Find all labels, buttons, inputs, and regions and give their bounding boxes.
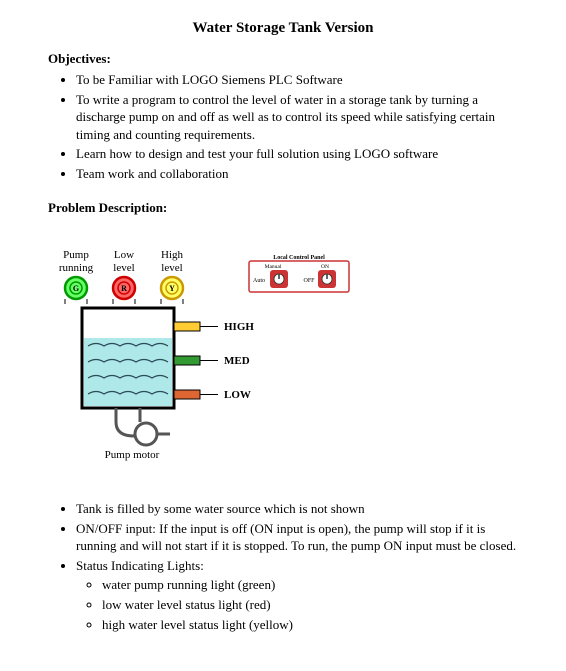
- svg-text:OFF: OFF: [303, 278, 315, 284]
- svg-text:Low: Low: [114, 249, 134, 261]
- problem-heading: Problem Description:: [48, 200, 518, 216]
- description-list: Tank is filled by some water source whic…: [48, 500, 518, 633]
- objective-item: Learn how to design and test your full s…: [76, 145, 518, 163]
- svg-text:HIGH: HIGH: [224, 321, 254, 333]
- svg-text:High: High: [161, 249, 184, 261]
- objective-item: Team work and collaboration: [76, 165, 518, 183]
- description-item: Tank is filled by some water source whic…: [76, 500, 518, 518]
- svg-text:Auto: Auto: [253, 278, 265, 284]
- description-subitem: water pump running light (green): [102, 576, 518, 594]
- description-item: Status Indicating Lights:water pump runn…: [76, 557, 518, 633]
- page-title: Water Storage Tank Version: [48, 20, 518, 37]
- description-item: ON/OFF input: If the input is off (ON in…: [76, 520, 518, 555]
- svg-text:LOW: LOW: [224, 389, 251, 401]
- svg-text:level: level: [113, 262, 134, 274]
- svg-text:level: level: [161, 262, 182, 274]
- description-subitem: low water level status light (red): [102, 596, 518, 614]
- svg-text:running: running: [59, 262, 94, 274]
- svg-text:Pump motor: Pump motor: [105, 449, 160, 461]
- tank-diagram: PumprunningGLowlevelRHighlevelYLocal Con…: [54, 246, 518, 470]
- svg-text:G: G: [73, 284, 79, 293]
- objectives-list: To be Familiar with LOGO Siemens PLC Sof…: [48, 71, 518, 182]
- objective-item: To write a program to control the level …: [76, 91, 518, 144]
- svg-text:MED: MED: [224, 355, 250, 367]
- objective-item: To be Familiar with LOGO Siemens PLC Sof…: [76, 71, 518, 89]
- objectives-heading: Objectives:: [48, 51, 518, 67]
- description-subitem: high water level status light (yellow): [102, 616, 518, 634]
- svg-text:R: R: [121, 284, 127, 293]
- svg-text:Local Control Panel: Local Control Panel: [273, 255, 325, 261]
- svg-text:ON: ON: [321, 264, 329, 270]
- svg-text:Manual: Manual: [265, 264, 282, 270]
- svg-text:Pump: Pump: [63, 249, 89, 261]
- svg-text:Y: Y: [169, 284, 175, 293]
